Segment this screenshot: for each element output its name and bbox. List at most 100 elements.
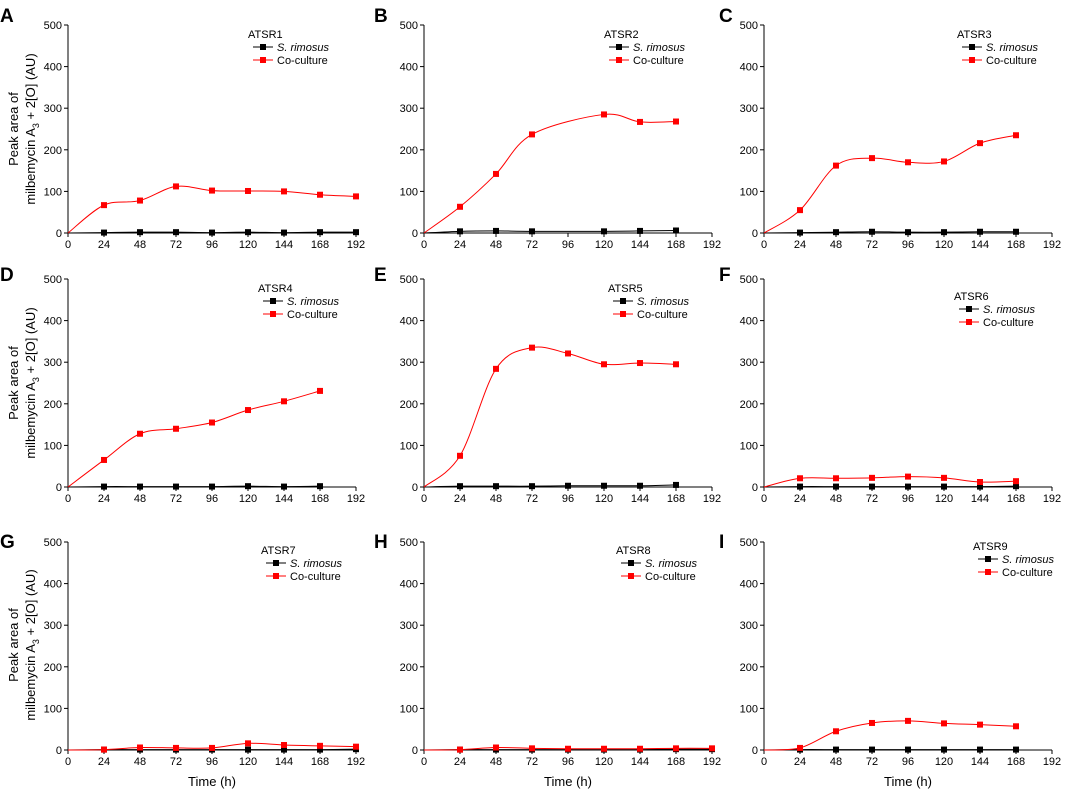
x-tick-label: 72 — [526, 493, 538, 505]
panel-b: B 0 100 200 300 400 500 0 24 48 72 96 120 144 168 192 AT… — [374, 6, 721, 251]
y-tick-label: 0 — [56, 745, 62, 757]
data-point-s-rimosus — [281, 746, 287, 753]
x-tick-label: 96 — [902, 493, 914, 505]
y-tick-label: 300 — [400, 103, 418, 115]
x-tick-label: 96 — [902, 756, 914, 768]
data-point-co-culture — [637, 745, 643, 752]
data-point-co-culture — [353, 193, 359, 200]
x-axis-label: Time (h) — [188, 774, 236, 789]
data-point-co-culture — [905, 473, 911, 480]
data-point-co-culture — [869, 719, 875, 726]
legend-label: Co-culture — [983, 317, 1034, 329]
x-tick-label: 168 — [1007, 756, 1025, 768]
data-point-co-culture — [529, 131, 535, 138]
series-line-co-culture — [763, 134, 1017, 234]
series-line-s-rimosus — [763, 485, 1017, 488]
x-tick-label: 144 — [275, 493, 293, 505]
series-line-s-rimosus — [67, 485, 321, 488]
legend-marker — [270, 298, 276, 304]
legend-marker — [628, 573, 634, 579]
x-tick-label: 120 — [239, 756, 257, 768]
y-tick-label: 500 — [740, 20, 758, 32]
x-tick-label: 96 — [902, 239, 914, 251]
x-tick-label: 168 — [1007, 493, 1025, 505]
data-point-co-culture — [529, 344, 535, 351]
x-tick-label: 96 — [562, 239, 574, 251]
x-tick-label: 96 — [206, 239, 218, 251]
data-point-co-culture — [869, 474, 875, 481]
data-point-co-culture — [101, 746, 107, 753]
x-tick-label: 48 — [490, 756, 502, 768]
y-label-part: + 2[O] (AU) — [23, 53, 38, 123]
x-tick-label: 144 — [275, 756, 293, 768]
y-tick-label: 500 — [740, 537, 758, 549]
panel-title-e: ATSR5 — [608, 283, 643, 295]
legend-marker — [273, 560, 279, 566]
panel-title-i: ATSR9 — [973, 541, 1008, 553]
data-point-co-culture — [493, 365, 499, 372]
legend-label: S. rimosus — [983, 304, 1035, 316]
x-tick-label: 144 — [631, 756, 649, 768]
x-tick-label: 144 — [971, 756, 989, 768]
panel-title-h: ATSR8 — [616, 545, 651, 557]
y-tick-label: 0 — [56, 482, 62, 494]
x-axis-label: Time (h) — [884, 774, 932, 789]
x-tick-label: 96 — [562, 493, 574, 505]
legend-label: Co-culture — [290, 571, 341, 583]
x-tick-label: 48 — [490, 239, 502, 251]
panel-g: G 0 100 200 300 400 500 0 24 48 72 96 120 144 168 192 AT… — [0, 532, 365, 768]
data-point-s-rimosus — [281, 483, 287, 490]
y-tick-label: 400 — [44, 579, 62, 591]
y-tick-label: 100 — [400, 703, 418, 715]
y-tick-label: 400 — [400, 316, 418, 328]
y-tick-label: 400 — [740, 316, 758, 328]
y-tick-label: 200 — [400, 662, 418, 674]
x-tick-label: 144 — [971, 493, 989, 505]
y-tick-label: 500 — [400, 537, 418, 549]
panel-title-c: ATSR3 — [957, 29, 992, 41]
data-point-co-culture — [317, 191, 323, 198]
x-tick-label: 192 — [347, 756, 365, 768]
x-tick-label: 144 — [631, 239, 649, 251]
x-tick-label: 24 — [98, 239, 110, 251]
legend-marker — [273, 573, 279, 579]
x-tick-label: 120 — [935, 239, 953, 251]
panel-title-d: ATSR4 — [258, 283, 293, 295]
y-tick-label: 500 — [740, 274, 758, 286]
panel-letter-c: C — [719, 6, 733, 27]
y-tick-label: 100 — [740, 703, 758, 715]
y-label-part: + 2[O] (AU) — [23, 569, 38, 639]
x-tick-label: 192 — [703, 756, 721, 768]
y-tick-label: 200 — [44, 145, 62, 157]
y-tick-label: 0 — [752, 745, 758, 757]
x-tick-label: 48 — [830, 756, 842, 768]
x-tick-label: 0 — [65, 239, 71, 251]
x-tick-label: 72 — [866, 756, 878, 768]
x-tick-label: 48 — [830, 239, 842, 251]
data-point-co-culture — [797, 207, 803, 214]
data-point-co-culture — [601, 361, 607, 368]
panel-letter-f: F — [719, 265, 731, 286]
data-point-co-culture — [245, 740, 251, 747]
x-tick-label: 168 — [667, 756, 685, 768]
data-point-s-rimosus — [317, 229, 323, 236]
panel-letter-d: D — [0, 265, 14, 286]
x-axis-labels: Time (h) Time (h) Time (h) — [188, 774, 932, 789]
legend-item-co-culture: Co-culture — [959, 317, 1034, 329]
legend-marker — [616, 57, 622, 63]
data-point-co-culture — [673, 745, 679, 752]
y-axis-label-line2: milbemycin A3 + 2[O] (AU) — [23, 307, 41, 458]
data-point-co-culture — [833, 162, 839, 169]
legend-marker — [966, 306, 972, 312]
legend-item-s-rimosus: S. rimosus — [253, 42, 329, 54]
y-tick-label: 400 — [400, 62, 418, 74]
data-point-s-rimosus — [565, 482, 571, 489]
data-point-s-rimosus — [137, 483, 143, 490]
x-tick-label: 120 — [935, 756, 953, 768]
y-tick-label: 200 — [44, 399, 62, 411]
y-tick-label: 200 — [740, 399, 758, 411]
x-tick-label: 144 — [631, 493, 649, 505]
series-line-co-culture — [423, 346, 677, 488]
data-point-s-rimosus — [457, 228, 463, 235]
data-point-s-rimosus — [941, 746, 947, 753]
